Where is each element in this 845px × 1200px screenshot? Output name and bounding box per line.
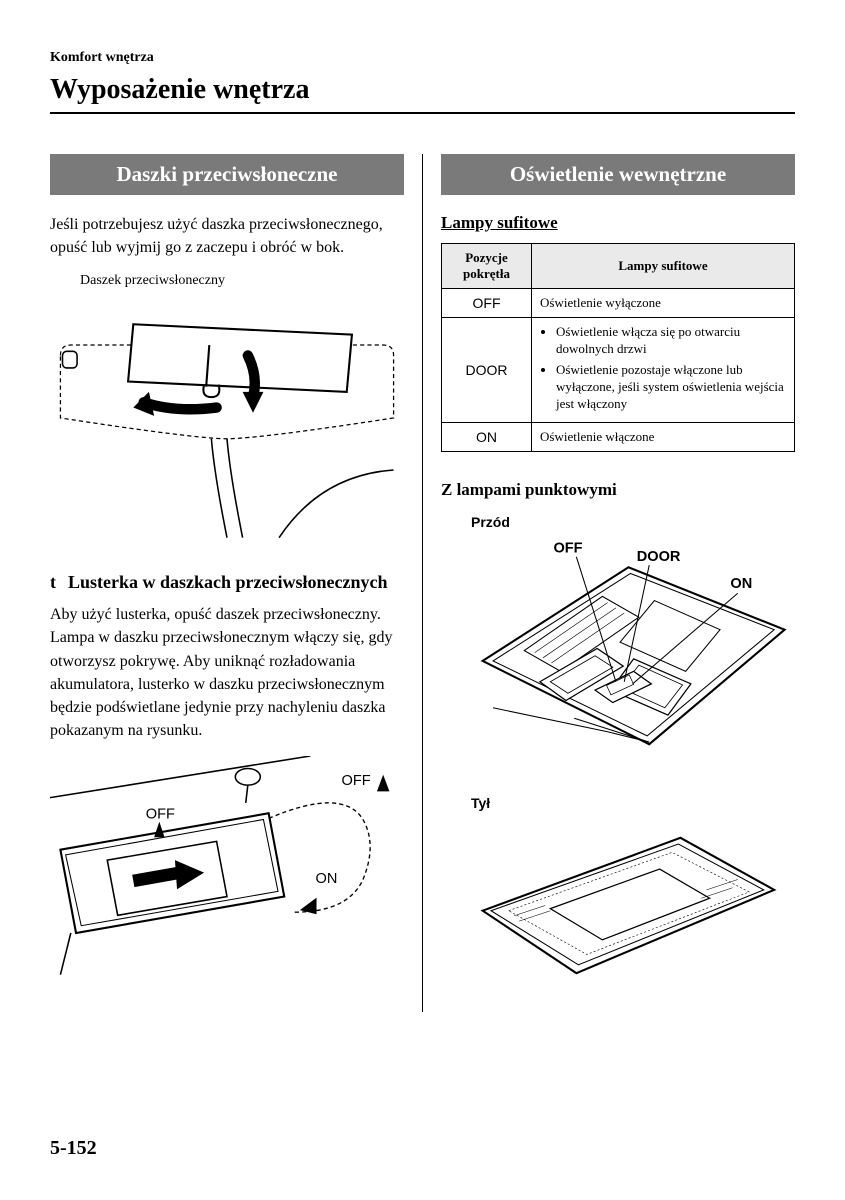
annot-on: ON: [730, 577, 752, 593]
table-pos-on: ON: [442, 423, 532, 452]
table-desc-off: Oświetlenie wyłączone: [532, 289, 795, 318]
page-number: 5-152: [50, 1137, 97, 1160]
mirror-body-text: Aby użyć lusterka, opuść daszek przeciws…: [50, 603, 404, 742]
left-column: Daszki przeciwsłoneczne Jeśli potrzebuje…: [50, 154, 423, 1012]
right-column: Oświetlenie wewnętrzne Lampy sufitowe Po…: [423, 154, 795, 1012]
spot-lamps-heading: Z lampami punktowymi: [441, 480, 795, 500]
ceiling-lamps-heading: Lampy sufitowe: [441, 213, 795, 233]
subsection-mirrors: t Lusterka w daszkach przeciwsłonecznych: [50, 572, 404, 593]
table-desc-door: Oświetlenie włącza się po otwarciu dowol…: [532, 318, 795, 423]
annot-door: DOOR: [637, 549, 681, 565]
front-label: Przód: [471, 514, 795, 530]
section-header-sunvisors: Daszki przeciwsłoneczne: [50, 154, 404, 195]
table-desc-door-item2: Oświetlenie pozostaje włączone lub wyłąc…: [556, 362, 786, 413]
table-pos-off: OFF: [442, 289, 532, 318]
fig2-off-label-1: OFF: [146, 807, 175, 823]
sunvisor-intro-text: Jeśli potrzebujesz użyć daszka przeciw­s…: [50, 213, 404, 259]
figure-visor-mirror: OFF OFF ON: [50, 756, 404, 980]
breadcrumb: Komfort wnętrza: [50, 50, 795, 66]
ceiling-lamp-table: Pozycje pokrętła Lampy sufitowe OFF Oświ…: [441, 243, 795, 452]
figure-rear-lamp: [441, 817, 795, 989]
annot-off: OFF: [553, 541, 582, 557]
section-header-lighting: Oświetlenie wewnętrzne: [441, 154, 795, 195]
table-col2-header: Lampy sufitowe: [532, 244, 795, 289]
table-desc-door-item1: Oświetlenie włącza się po otwarciu dowol…: [556, 324, 786, 358]
fig2-off-label-2: OFF: [342, 774, 371, 790]
figure1-label: Daszek przeciwsłoneczny: [80, 273, 404, 289]
subsection-bullet: t: [50, 572, 56, 593]
table-row: OFF Oświetlenie wyłączone: [442, 289, 795, 318]
figure-front-console: OFF DOOR ON: [441, 536, 795, 770]
table-desc-on: Oświetlenie włączone: [532, 423, 795, 452]
page-title: Wyposażenie wnętrza: [50, 74, 795, 114]
table-pos-door: DOOR: [442, 318, 532, 423]
fig2-on-label: ON: [315, 871, 337, 887]
table-col1-header: Pozycje pokrętła: [442, 244, 532, 289]
table-row: ON Oświetlenie włączone: [442, 423, 795, 452]
subsection-title: Lusterka w daszkach przeciwsłonecznych: [68, 572, 387, 593]
rear-label: Tył: [471, 795, 795, 811]
table-row: DOOR Oświetlenie włącza się po otwarciu …: [442, 318, 795, 423]
figure-sunvisor: [50, 293, 404, 548]
